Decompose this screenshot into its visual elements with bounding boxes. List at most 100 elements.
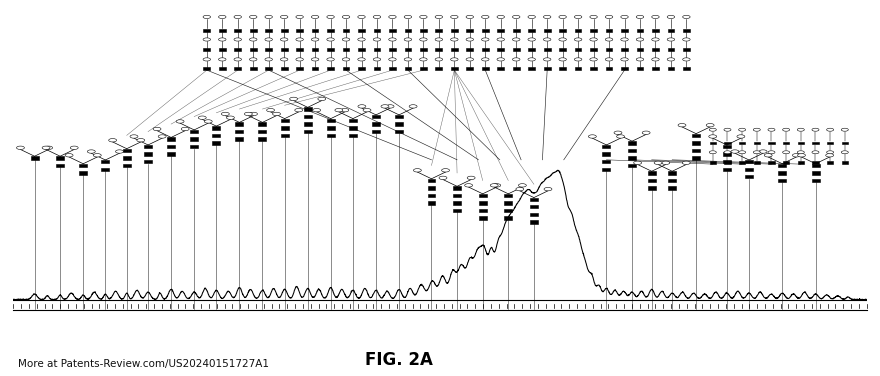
Bar	[812, 161, 818, 164]
Bar	[482, 29, 488, 32]
Bar	[528, 48, 535, 51]
Bar	[219, 29, 225, 32]
Bar	[693, 156, 700, 159]
Circle shape	[518, 184, 526, 187]
Circle shape	[249, 15, 257, 18]
Bar	[668, 171, 676, 174]
Bar	[722, 152, 730, 156]
Circle shape	[544, 188, 552, 191]
Bar	[372, 122, 380, 126]
Bar	[811, 164, 819, 167]
Bar	[575, 67, 582, 70]
Bar	[428, 202, 436, 205]
Circle shape	[70, 146, 78, 150]
Circle shape	[203, 58, 210, 61]
Circle shape	[389, 58, 396, 61]
Bar	[167, 153, 175, 156]
Bar	[668, 186, 676, 190]
Bar	[693, 141, 700, 144]
Bar	[513, 29, 519, 32]
Circle shape	[589, 135, 597, 138]
Bar	[405, 29, 411, 32]
Bar	[841, 161, 848, 164]
Bar	[436, 48, 443, 51]
Circle shape	[273, 112, 281, 116]
Bar	[234, 48, 241, 51]
Bar	[628, 156, 636, 159]
Circle shape	[753, 128, 760, 131]
Bar	[372, 115, 380, 118]
Bar	[453, 186, 461, 190]
Circle shape	[295, 108, 303, 112]
Bar	[628, 149, 636, 152]
Bar	[827, 161, 833, 164]
Circle shape	[130, 135, 138, 138]
Bar	[281, 126, 289, 129]
Bar	[428, 194, 436, 197]
Bar	[783, 141, 789, 144]
Circle shape	[42, 146, 50, 150]
Circle shape	[226, 116, 234, 120]
Circle shape	[326, 58, 334, 61]
Bar	[405, 67, 411, 70]
Bar	[405, 48, 411, 51]
Circle shape	[682, 161, 690, 165]
Bar	[528, 29, 535, 32]
Bar	[575, 48, 582, 51]
Bar	[327, 48, 334, 51]
Bar	[668, 67, 674, 70]
Circle shape	[466, 38, 473, 41]
Bar	[327, 29, 334, 32]
Bar	[358, 48, 365, 51]
Bar	[504, 209, 512, 212]
Bar	[544, 67, 551, 70]
Circle shape	[481, 58, 489, 61]
Bar	[603, 145, 611, 148]
Circle shape	[590, 38, 598, 41]
Bar	[560, 48, 566, 51]
Bar	[768, 161, 774, 164]
Bar	[144, 160, 152, 163]
Circle shape	[708, 135, 716, 138]
Circle shape	[667, 38, 675, 41]
Bar	[327, 67, 334, 70]
Bar	[544, 48, 551, 51]
Bar	[797, 141, 804, 144]
Bar	[575, 29, 582, 32]
Circle shape	[404, 15, 412, 18]
Circle shape	[590, 15, 598, 18]
Circle shape	[512, 58, 520, 61]
Circle shape	[218, 38, 226, 41]
Circle shape	[590, 58, 598, 61]
Circle shape	[296, 38, 304, 41]
Circle shape	[466, 15, 473, 18]
Bar	[778, 171, 786, 174]
Bar	[395, 122, 403, 126]
Bar	[621, 48, 628, 51]
Bar	[745, 167, 753, 171]
Bar	[212, 141, 220, 144]
Bar	[652, 48, 659, 51]
Bar	[259, 137, 267, 141]
Circle shape	[614, 131, 622, 134]
Bar	[212, 126, 220, 129]
Circle shape	[363, 108, 371, 112]
Bar	[797, 161, 804, 164]
Bar	[358, 67, 365, 70]
Bar	[101, 167, 109, 171]
Circle shape	[442, 169, 450, 172]
Bar	[236, 137, 244, 141]
Bar	[709, 161, 716, 164]
Bar	[530, 212, 538, 216]
Bar	[312, 48, 319, 51]
Bar	[811, 171, 819, 174]
Bar	[603, 152, 611, 156]
Circle shape	[620, 15, 628, 18]
Circle shape	[45, 146, 53, 150]
Circle shape	[738, 128, 745, 131]
Circle shape	[312, 58, 319, 61]
Circle shape	[267, 108, 275, 112]
Circle shape	[636, 15, 644, 18]
Circle shape	[559, 58, 567, 61]
Bar	[265, 67, 272, 70]
